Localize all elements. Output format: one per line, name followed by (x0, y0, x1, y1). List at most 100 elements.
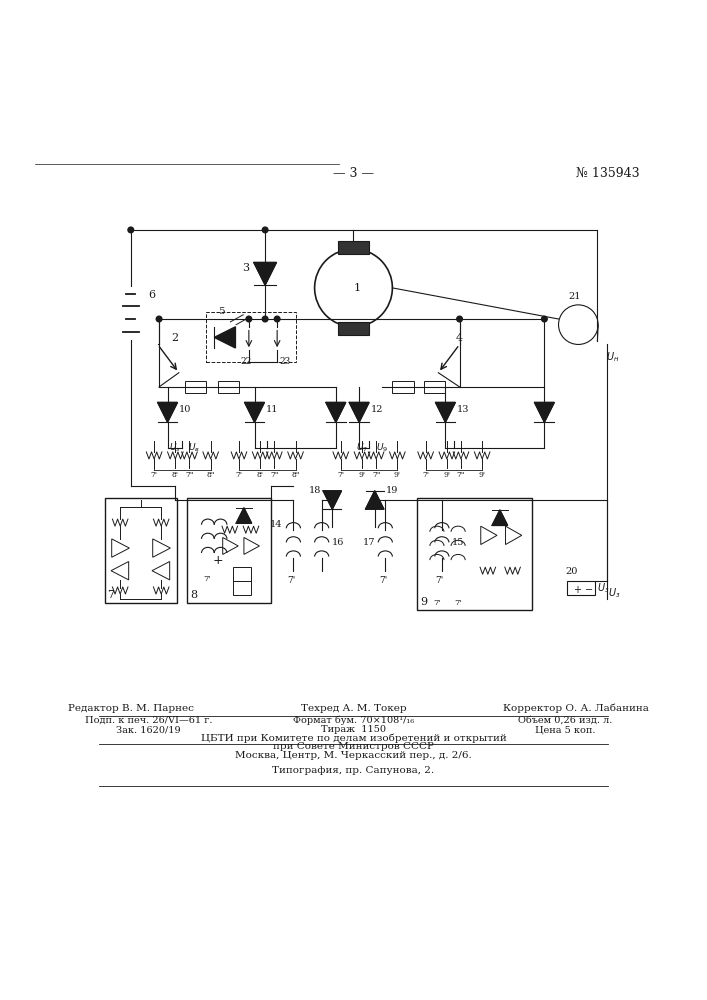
Text: 8": 8" (206, 471, 215, 479)
Text: 18: 18 (309, 486, 322, 495)
Circle shape (542, 316, 547, 322)
Text: 22: 22 (240, 357, 252, 366)
Bar (567, 581, 595, 595)
Polygon shape (436, 402, 455, 422)
Circle shape (274, 316, 280, 322)
Text: 1: 1 (354, 283, 361, 293)
Text: Зак. 1620/19: Зак. 1620/19 (116, 725, 181, 734)
Text: $U_з$: $U_з$ (597, 581, 609, 595)
Text: 16: 16 (332, 538, 344, 547)
Circle shape (246, 316, 252, 322)
Text: 9': 9' (479, 471, 486, 479)
Text: 14: 14 (269, 520, 282, 529)
Text: Техред А. М. Токер: Техред А. М. Токер (300, 704, 407, 713)
Text: 17: 17 (363, 538, 375, 547)
Bar (338, 241, 369, 254)
Text: 7": 7" (372, 471, 380, 479)
Text: 9: 9 (420, 597, 427, 607)
Text: 8': 8' (257, 471, 264, 479)
Text: 7': 7' (433, 599, 440, 607)
Text: 7": 7" (457, 471, 465, 479)
Text: Тираж  1150: Тираж 1150 (321, 725, 386, 734)
Text: Редактор В. М. Парнес: Редактор В. М. Парнес (68, 704, 194, 713)
Bar (233, 567, 251, 595)
Text: −: − (585, 585, 593, 595)
Text: 13: 13 (457, 405, 469, 414)
Text: Типография, пр. Сапунова, 2.: Типография, пр. Сапунова, 2. (272, 766, 435, 775)
Circle shape (156, 316, 162, 322)
Text: Корректор О. А. Лабанина: Корректор О. А. Лабанина (503, 704, 649, 713)
Text: 7": 7" (270, 471, 279, 479)
Circle shape (457, 316, 462, 322)
Text: 6: 6 (148, 290, 156, 300)
Polygon shape (323, 491, 341, 509)
Circle shape (128, 227, 134, 233)
Bar (392, 381, 414, 393)
Text: Подп. к печ. 26/VI—61 г.: Подп. к печ. 26/VI—61 г. (85, 716, 212, 725)
Text: № 135943: № 135943 (576, 167, 640, 180)
Text: 5: 5 (218, 307, 225, 316)
Polygon shape (349, 402, 369, 422)
Text: 19: 19 (385, 486, 398, 495)
Polygon shape (366, 491, 384, 509)
Text: 21: 21 (568, 292, 581, 301)
Text: 8': 8' (172, 471, 179, 479)
Text: 4: 4 (456, 333, 463, 343)
Text: Объем 0,26 изд. л.: Объем 0,26 изд. л. (518, 716, 613, 725)
Text: $U_7$: $U_7$ (356, 441, 368, 454)
Text: 23: 23 (279, 357, 291, 366)
Bar (187, 498, 271, 603)
Text: 10: 10 (179, 405, 192, 414)
Text: $U_9$: $U_9$ (375, 441, 388, 454)
Text: 7': 7' (287, 576, 296, 585)
Text: 9': 9' (443, 471, 450, 479)
Text: 7": 7" (185, 471, 194, 479)
Text: 9': 9' (358, 471, 366, 479)
Text: Формат бум. 70×108¹/₁₆: Формат бум. 70×108¹/₁₆ (293, 716, 414, 725)
Text: Цена 5 коп.: Цена 5 коп. (535, 725, 596, 734)
Circle shape (315, 249, 392, 327)
Bar (417, 498, 532, 610)
Text: 7': 7' (337, 471, 344, 479)
Polygon shape (245, 402, 264, 422)
Text: 8": 8" (291, 471, 300, 479)
Text: 12: 12 (370, 405, 383, 414)
Text: +: + (212, 554, 223, 567)
Text: $U_н$: $U_н$ (606, 350, 619, 364)
Text: 7': 7' (422, 471, 429, 479)
Text: $U_з$: $U_з$ (608, 586, 621, 600)
Text: 7': 7' (436, 576, 444, 585)
Circle shape (559, 305, 598, 344)
Text: 7': 7' (379, 576, 387, 585)
Polygon shape (158, 402, 177, 422)
Text: 7: 7 (107, 590, 115, 600)
Text: 7': 7' (204, 575, 211, 583)
Text: $U_в$: $U_в$ (189, 441, 200, 454)
Text: 7': 7' (455, 599, 462, 607)
Text: 9': 9' (394, 471, 401, 479)
Text: ЦБТИ при Комитете по делам изобретений и открытий: ЦБТИ при Комитете по делам изобретений и… (201, 734, 506, 743)
Text: 3: 3 (243, 263, 250, 273)
Circle shape (262, 227, 268, 233)
Polygon shape (326, 402, 346, 422)
Polygon shape (492, 510, 508, 525)
Text: 15: 15 (452, 538, 464, 547)
Text: 8: 8 (190, 590, 197, 600)
Circle shape (262, 316, 268, 322)
Text: Москва, Центр, М. Черкасский пер., д. 2/6.: Москва, Центр, М. Черкасский пер., д. 2/… (235, 751, 472, 760)
Polygon shape (534, 402, 554, 422)
Text: 20: 20 (566, 567, 578, 576)
Text: +: + (573, 585, 580, 595)
Bar (105, 498, 177, 603)
Polygon shape (254, 262, 276, 285)
Text: — 3 —: — 3 — (333, 167, 374, 180)
Text: при Совете Министров СССР: при Совете Министров СССР (273, 742, 434, 751)
Text: 11: 11 (266, 405, 279, 414)
Bar (338, 322, 369, 335)
Text: 7': 7' (235, 471, 243, 479)
Text: 2: 2 (171, 333, 178, 343)
Polygon shape (214, 327, 235, 348)
Bar (185, 381, 206, 393)
Bar (218, 381, 239, 393)
Bar (424, 381, 445, 393)
